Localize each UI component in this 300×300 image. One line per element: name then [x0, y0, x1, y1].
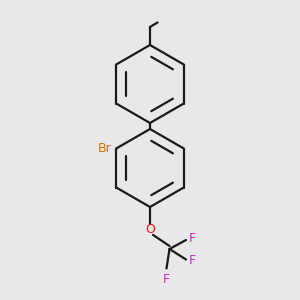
Text: F: F: [163, 273, 170, 286]
Text: O: O: [145, 223, 155, 236]
Text: F: F: [189, 232, 196, 245]
Text: Br: Br: [98, 142, 112, 155]
Text: F: F: [189, 254, 196, 268]
